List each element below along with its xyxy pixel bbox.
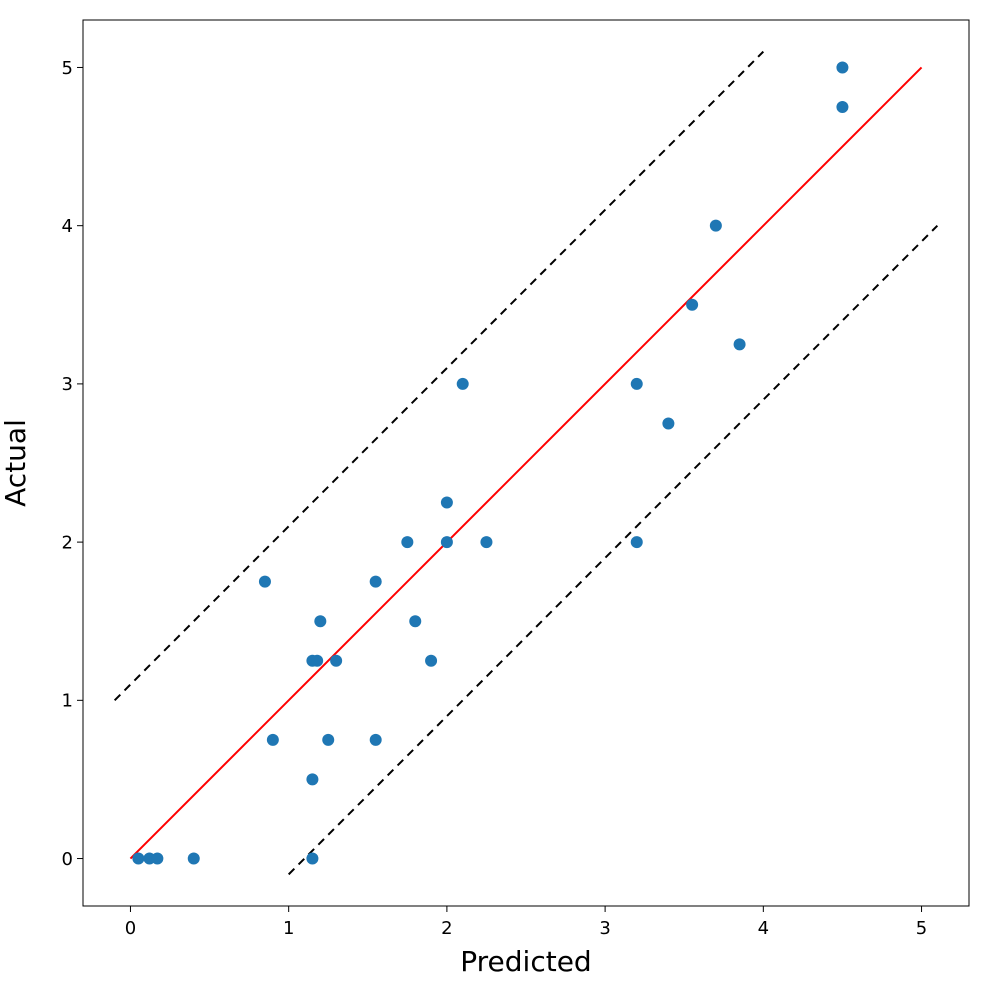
y-tick-label: 0 xyxy=(62,849,73,870)
data-point xyxy=(425,655,437,667)
data-point xyxy=(259,576,271,588)
data-point xyxy=(132,853,144,865)
data-point xyxy=(441,536,453,548)
data-point xyxy=(836,61,848,73)
y-tick-label: 2 xyxy=(62,532,73,553)
y-axis: 0 1 2 3 4 5 xyxy=(62,58,83,870)
y-tick-label: 5 xyxy=(62,58,73,79)
y-axis-label: Actual xyxy=(0,419,32,507)
x-axis-label: Predicted xyxy=(460,945,591,978)
data-point xyxy=(441,497,453,509)
y-tick-label: 3 xyxy=(62,374,73,395)
data-point xyxy=(662,417,674,429)
data-point xyxy=(734,338,746,350)
data-point xyxy=(836,101,848,113)
x-tick-label: 3 xyxy=(599,918,610,939)
x-tick-label: 0 xyxy=(125,918,136,939)
data-point xyxy=(710,220,722,232)
data-point xyxy=(457,378,469,390)
data-point xyxy=(306,773,318,785)
data-point xyxy=(330,655,342,667)
y-tick-label: 4 xyxy=(62,216,73,237)
data-point xyxy=(686,299,698,311)
chart-svg: 0 1 2 3 4 5 0 1 2 3 4 5 Predicted Actual xyxy=(0,0,989,989)
data-point xyxy=(401,536,413,548)
data-point xyxy=(631,536,643,548)
data-point xyxy=(480,536,492,548)
x-tick-label: 1 xyxy=(283,918,294,939)
data-point xyxy=(188,853,200,865)
data-point xyxy=(306,853,318,865)
data-point xyxy=(314,615,326,627)
data-point xyxy=(409,615,421,627)
data-point xyxy=(151,853,163,865)
data-point xyxy=(311,655,323,667)
x-axis: 0 1 2 3 4 5 xyxy=(125,906,928,939)
y-tick-label: 1 xyxy=(62,691,73,712)
data-point xyxy=(267,734,279,746)
x-tick-label: 5 xyxy=(916,918,927,939)
data-point xyxy=(370,576,382,588)
x-tick-label: 2 xyxy=(441,918,452,939)
data-point xyxy=(322,734,334,746)
data-point xyxy=(370,734,382,746)
data-point xyxy=(631,378,643,390)
scatter-chart: 0 1 2 3 4 5 0 1 2 3 4 5 Predicted Actual xyxy=(0,0,989,989)
x-tick-label: 4 xyxy=(758,918,769,939)
